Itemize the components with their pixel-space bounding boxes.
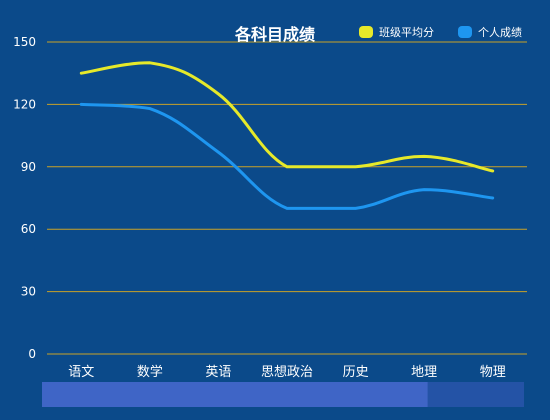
series-lines [79, 61, 495, 210]
legend-item-personal-score[interactable]: 个人成绩 [458, 26, 522, 39]
legend-label-personal-score: 个人成绩 [478, 26, 522, 39]
y-tick-label: 60 [21, 222, 36, 236]
grid-lines [47, 41, 527, 355]
chart-title: 各科目成绩 [234, 25, 315, 44]
x-tick-label: 物理 [480, 365, 506, 380]
legend-item-class-average[interactable]: 班级平均分 [359, 26, 434, 39]
series-line-personal-score [79, 102, 495, 210]
series-line-class-average [79, 61, 495, 173]
y-axis-tick-labels: 0 30 60 90 120 150 [13, 35, 36, 361]
x-tick-label: 思想政治 [261, 364, 313, 380]
x-tick-label: 英语 [205, 365, 231, 380]
data-zoom-selected-range[interactable] [42, 382, 428, 407]
y-tick-label: 0 [28, 347, 36, 361]
x-tick-label: 语文 [68, 365, 94, 380]
x-tick-label: 数学 [137, 364, 163, 380]
y-tick-label: 120 [13, 97, 36, 111]
y-tick-label: 90 [21, 160, 36, 174]
y-tick-label: 150 [13, 35, 36, 49]
data-zoom-slider[interactable] [42, 382, 524, 407]
x-axis-tick-labels: 语文 数学 英语 思想政治 历史 地理 物理 [68, 364, 505, 380]
x-tick-label: 历史 [343, 365, 369, 380]
legend-swatch-class-average [359, 26, 373, 38]
legend-swatch-personal-score [458, 26, 472, 38]
legend-label-class-average: 班级平均分 [379, 26, 434, 39]
legend: 班级平均分 个人成绩 [359, 26, 522, 39]
x-tick-label: 地理 [411, 365, 437, 380]
y-tick-label: 30 [21, 285, 36, 299]
